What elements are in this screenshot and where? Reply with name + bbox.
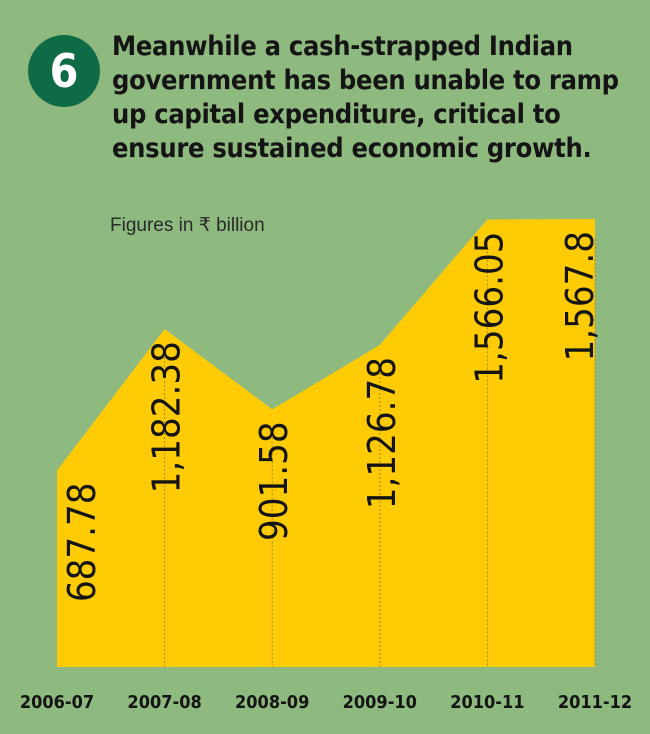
area-series — [57, 219, 595, 667]
step-number-badge: 6 — [28, 35, 100, 107]
value-label: 1,182.38 — [145, 341, 189, 493]
guide-lines — [164, 239, 596, 667]
value-label: 1,566.05 — [467, 232, 511, 384]
unit-note: Figures in ₹ billion — [110, 215, 265, 236]
x-tick-label: 2010-11 — [450, 692, 524, 713]
value-label: 1,567.8 — [558, 231, 602, 361]
value-labels: 687.78 1,182.38 901.58 1,126.78 1,566.05 1,56… — [60, 231, 602, 602]
value-label: 1,126.78 — [360, 357, 404, 509]
x-tick-label: 2011-12 — [558, 692, 632, 713]
x-tick-label: 2006-07 — [20, 692, 94, 713]
x-axis-labels: 2006-07 2007-08 2008-09 2009-10 2010-11 2011-… — [20, 692, 632, 713]
headline: Meanwhile a cash-strapped Indian governm… — [112, 31, 619, 164]
x-tick-label: 2009-10 — [343, 692, 417, 713]
value-label: 687.78 — [60, 482, 104, 602]
x-tick-label: 2007-08 — [127, 692, 201, 713]
x-tick-label: 2008-09 — [235, 692, 309, 713]
value-label: 901.58 — [252, 421, 296, 541]
